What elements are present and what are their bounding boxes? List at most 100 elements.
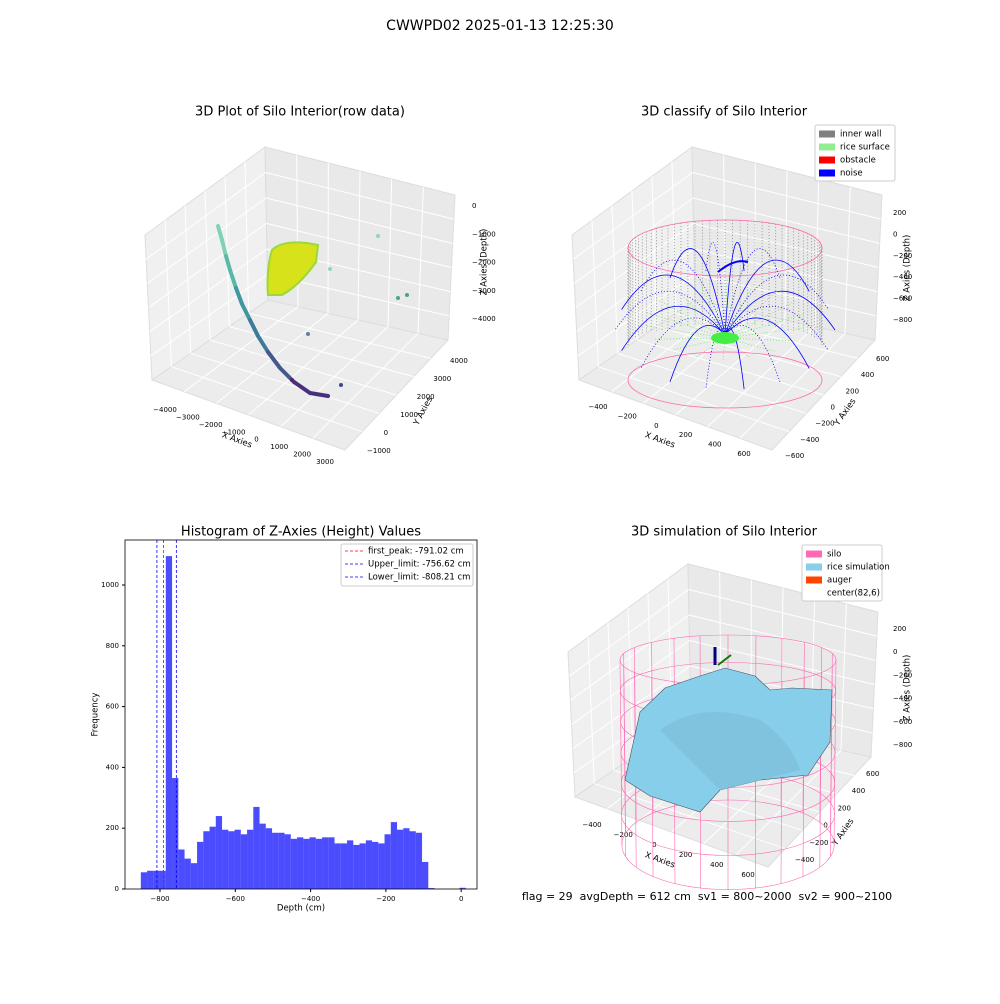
histogram-bar: [347, 840, 353, 889]
histogram-bar: [172, 778, 178, 889]
histogram-bar: [422, 862, 428, 889]
histogram-bar: [366, 840, 372, 889]
histogram-bar: [328, 837, 334, 889]
z-tick-label: 0: [893, 648, 897, 656]
y-tick-label: −600: [785, 452, 804, 460]
histogram-bar: [178, 849, 184, 889]
histogram-bar: [197, 842, 203, 889]
x-tick-label: 600: [741, 871, 754, 879]
y-tick-label: 200: [846, 387, 859, 395]
raw-point: [290, 378, 294, 382]
legend-label: inner wall: [840, 130, 881, 140]
histogram-bar: [410, 831, 416, 889]
histogram-bar: [222, 830, 228, 889]
histogram-bar: [310, 837, 316, 889]
x-tick-label: 0: [459, 895, 463, 903]
y-tick-label: 600: [866, 770, 879, 778]
legend-swatch: [819, 170, 835, 177]
histogram-bar: [285, 834, 291, 889]
footer-text: flag = 29 avgDepth = 612 cm sv1 = 800~20…: [522, 890, 892, 903]
legend-label: first_peak: -791.02 cm: [368, 547, 464, 557]
raw-point: [328, 267, 332, 271]
x-tick-label: −200: [618, 412, 637, 420]
z-tick-label: 0: [893, 230, 897, 238]
y-tick-label: 0: [384, 429, 388, 437]
histogram-bar: [291, 839, 297, 889]
x-tick-label: −800: [150, 895, 169, 903]
legend-label: noise: [840, 169, 863, 179]
histogram-bar: [160, 871, 166, 889]
x-tick-label: 1000: [270, 443, 288, 451]
x-tick-label: −400: [588, 403, 607, 411]
histogram-bar: [216, 816, 222, 889]
legend-label: center(82,6): [827, 589, 880, 599]
histogram-bar: [297, 837, 303, 889]
histogram-bar: [247, 830, 253, 889]
rice-core: [711, 332, 739, 344]
x-tick-label: −400: [582, 821, 601, 829]
histogram-bar: [378, 843, 384, 889]
y-tick-label: 200: [106, 824, 119, 832]
y-tick-label: 200: [838, 804, 851, 812]
y-tick-label: 4000: [450, 357, 468, 365]
y-tick-label: −400: [795, 856, 814, 864]
z-tick-label: −800: [893, 741, 912, 749]
histogram-bar: [266, 828, 272, 889]
x-tick-label: 0: [654, 422, 658, 430]
y-tick-label: 400: [861, 371, 874, 379]
x-tick-label: −2000: [199, 421, 223, 429]
x-tick-label: −4000: [153, 406, 177, 414]
x-tick-label: 3000: [316, 458, 334, 466]
legend-swatch: [806, 577, 822, 584]
histogram-bar: [353, 845, 359, 889]
legend-label: rice surface: [840, 143, 890, 153]
raw-point: [306, 332, 310, 336]
x-tick-label: 600: [737, 450, 750, 458]
z-tick-label: 0: [472, 202, 476, 210]
raw-point: [339, 383, 343, 387]
x-tick-label: 200: [679, 431, 692, 439]
histogram-bar: [253, 807, 259, 889]
legend-label: obstacle: [840, 156, 876, 166]
legend-label: silo: [827, 550, 841, 560]
z-tick-label: 200: [893, 209, 906, 217]
chart-title: 3D simulation of Silo Interior: [631, 525, 818, 540]
histogram-bar: [147, 871, 153, 889]
histogram-bar: [341, 843, 347, 889]
histogram-bar: [403, 828, 409, 889]
histogram-bar: [335, 843, 341, 889]
histogram-bar: [191, 863, 197, 889]
x-tick-label: 400: [710, 861, 723, 869]
histogram-bar: [278, 833, 284, 889]
legend-swatch: [806, 551, 822, 558]
histogram-bar: [272, 833, 278, 889]
x-tick-label: −600: [226, 895, 245, 903]
x-tick-label: −200: [376, 895, 395, 903]
x-tick-label: −400: [301, 895, 320, 903]
z-axis-label: Z Axies (Depth): [480, 229, 490, 296]
histogram-bar: [241, 834, 247, 889]
y-tick-label: 0: [115, 885, 119, 893]
histogram-bar: [235, 830, 241, 889]
histogram-bar: [210, 827, 216, 889]
raw-point: [396, 296, 400, 300]
histogram-bar: [416, 833, 422, 889]
y-tick-label: 600: [106, 703, 119, 711]
y-tick-label: −200: [809, 839, 828, 847]
legend-label: rice simulation: [827, 563, 890, 573]
figure-title: CWWPD02 2025-01-13 12:25:30: [386, 18, 614, 34]
z-tick-label: −4000: [472, 315, 496, 323]
histogram-bar: [141, 872, 147, 889]
y-tick-label: 400: [106, 763, 119, 771]
y-tick-label: −1000: [367, 447, 391, 455]
histogram-bar: [260, 824, 266, 889]
y-tick-label: 3000: [433, 375, 451, 383]
x-axis-label: X Axies: [643, 850, 676, 870]
y-tick-label: 800: [106, 642, 119, 650]
chart-title: 3D classify of Silo Interior: [641, 105, 808, 120]
x-tick-label: −3000: [176, 413, 200, 421]
z-tick-label: −800: [893, 316, 912, 324]
z-tick-label: 200: [893, 625, 906, 633]
y-tick-label: 600: [876, 355, 889, 363]
